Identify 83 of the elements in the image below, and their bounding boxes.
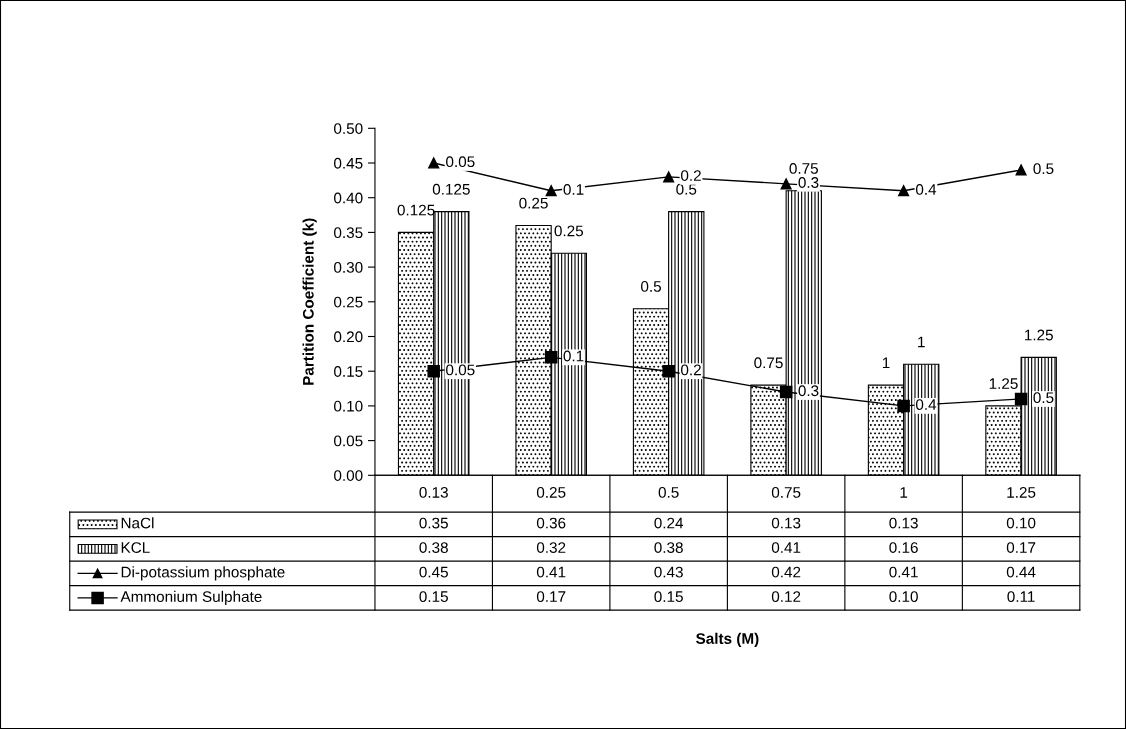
y-tick-label: 0.45 [334, 157, 363, 169]
y-tick-label: 0.00 [334, 470, 363, 481]
data-label: 0.35 [419, 517, 448, 529]
y-tick-label: 0.20 [334, 331, 363, 343]
x-tick-label: 0.75 [771, 486, 801, 498]
data-label: 0.13 [771, 517, 801, 529]
annotation: 0.1 [563, 350, 584, 362]
y-tick-label: 0.10 [334, 400, 363, 412]
data-label: 0.44 [1006, 566, 1036, 578]
annotation: 0.5 [641, 281, 662, 292]
legend-label: KCL [121, 542, 150, 553]
data-label: 0.15 [654, 591, 683, 603]
annotation: 1 [918, 336, 925, 348]
data-label: 0.24 [654, 517, 684, 529]
annotation: 1.25 [1025, 329, 1053, 341]
data-label: 0.32 [536, 542, 566, 553]
data-label: 0.38 [419, 542, 448, 553]
annotation: 0.2 [681, 170, 701, 181]
annotation: 1.25 [989, 378, 1018, 390]
point [780, 178, 792, 190]
data-label: 0.45 [419, 566, 448, 578]
data-label: 0.11 [1007, 591, 1035, 603]
data-label: 0.41 [771, 542, 801, 553]
annotation: 0.4 [915, 184, 937, 195]
y-tick-label: 0.40 [334, 192, 363, 204]
x-tick-label: 0.25 [536, 486, 566, 498]
y-tick-label: 0.15 [334, 366, 363, 377]
y-tick-label: 0.50 [334, 123, 363, 134]
data-label: 0.42 [771, 566, 801, 578]
data-label: 0.17 [1006, 542, 1036, 553]
x-tick-label: 1.25 [1007, 486, 1036, 498]
legend-label: NaCl [121, 517, 154, 529]
legend-label: Ammonium Sulphate [120, 590, 262, 606]
point [545, 185, 557, 197]
annotation: 0.5 [1033, 163, 1054, 175]
point [544, 351, 558, 364]
annotation: 0.05 [446, 156, 475, 168]
data-label: 0.38 [654, 542, 683, 553]
data-label: 0.41 [889, 566, 918, 578]
x-tick-label: 0.5 [658, 486, 679, 498]
annotation: 0.125 [432, 183, 470, 195]
point [428, 157, 440, 169]
annotation: 0.25 [519, 197, 548, 209]
point [898, 185, 910, 197]
x-tick-label: 0.13 [419, 486, 448, 498]
text: Salts (M) [696, 632, 759, 647]
data-label: 0.10 [889, 591, 918, 603]
y-tick-label: 0.35 [334, 227, 363, 239]
data-label: 0.12 [771, 591, 801, 603]
legend-label: Di-potassium phosphate [121, 566, 285, 581]
data-label: 0.16 [889, 542, 918, 553]
point [662, 364, 675, 378]
annotation: 0.2 [681, 364, 701, 376]
point [779, 385, 793, 399]
annotation: 0.125 [397, 204, 435, 216]
point [427, 364, 440, 378]
annotation: 0.5 [1033, 392, 1054, 404]
annotation: 0.25 [554, 225, 584, 237]
annotation: 0.3 [798, 385, 819, 397]
data-label: 0.36 [536, 517, 566, 529]
point [1014, 392, 1028, 406]
x-tick-label: 1 [900, 487, 908, 498]
y-axis-title: Partition Coefficient (k) [302, 218, 317, 385]
annotation: 0.1 [563, 184, 584, 195]
point [897, 399, 910, 413]
data-label: 0.15 [419, 591, 448, 603]
annotation: 0.75 [754, 357, 783, 369]
y-tick-label: 0.30 [334, 261, 363, 273]
data-label: 0.41 [536, 566, 566, 578]
y-tick-label: 0.05 [334, 435, 363, 447]
annotation: 0.3 [798, 177, 819, 188]
annotation: 0.75 [789, 163, 818, 174]
annotation: 0.05 [446, 364, 475, 376]
y-tick-label: 0.25 [334, 296, 363, 308]
data-label: 0.17 [536, 591, 566, 603]
annotation: 0.5 [676, 183, 697, 195]
data-label: 0.43 [654, 566, 683, 578]
data-label: 0.10 [1006, 517, 1036, 529]
annotation: 0.4 [915, 399, 937, 411]
data-label: 0.13 [889, 517, 918, 529]
annotation: 1 [882, 357, 890, 369]
point [1015, 164, 1027, 176]
point [663, 171, 675, 183]
